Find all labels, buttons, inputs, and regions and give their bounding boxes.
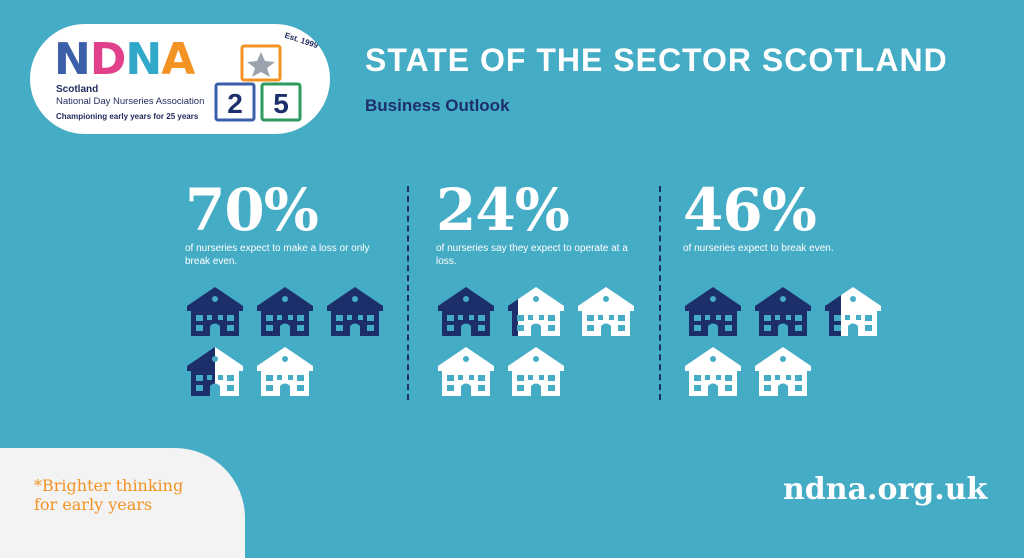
house-icon bbox=[683, 284, 743, 336]
house-icon bbox=[506, 284, 566, 336]
house-icon bbox=[185, 344, 245, 396]
stat-description: of nurseries say they expect to operate … bbox=[436, 243, 628, 267]
house-icon bbox=[683, 344, 743, 396]
block-digit-1: 2 bbox=[227, 88, 243, 119]
ndna-logo: NDNA Scotland National Day Nurseries Ass… bbox=[30, 24, 330, 134]
stat-block-2: 24% of nurseries say they expect to oper… bbox=[436, 180, 646, 268]
house-icon bbox=[576, 284, 636, 336]
slogan-line-2: for early years bbox=[34, 495, 153, 514]
logo-letter-4: A bbox=[161, 34, 195, 85]
stat-value: 24% bbox=[436, 176, 570, 244]
logo-letter-2: D bbox=[89, 34, 127, 85]
logo-letter-1: N bbox=[54, 34, 91, 85]
block-digit-2: 5 bbox=[273, 88, 289, 119]
house-icon bbox=[255, 344, 315, 396]
house-icon bbox=[753, 284, 813, 336]
stat-block-3: 46% of nurseries expect to break even. bbox=[683, 180, 893, 255]
house-icon bbox=[185, 284, 245, 336]
stat-value: 70% bbox=[185, 176, 319, 244]
stat-value: 46% bbox=[683, 176, 817, 244]
house-icon bbox=[506, 344, 566, 396]
house-icon bbox=[436, 344, 496, 396]
house-icon bbox=[436, 284, 496, 336]
logo-tagline: Championing early years for 25 years bbox=[56, 112, 199, 121]
ndna-wordmark: NDNA bbox=[54, 34, 195, 85]
stat-description: of nurseries expect to break even. bbox=[683, 243, 834, 254]
house-icon bbox=[753, 344, 813, 396]
page-subtitle: Business Outlook bbox=[365, 96, 510, 115]
dashed-divider bbox=[407, 186, 409, 400]
logo-org-name: National Day Nurseries Association bbox=[56, 96, 205, 107]
stat-block-1: 70% of nurseries expect to make a loss o… bbox=[185, 180, 395, 268]
website-url: ndna.org.uk bbox=[783, 472, 988, 507]
house-icon bbox=[823, 284, 883, 336]
toy-blocks-icon: 2 5 bbox=[214, 44, 302, 122]
logo-letter-3: N bbox=[125, 34, 162, 85]
page-title: STATE OF THE SECTOR SCOTLAND bbox=[365, 42, 948, 78]
logo-region: Scotland bbox=[56, 84, 99, 95]
house-icon bbox=[255, 284, 315, 336]
dashed-divider bbox=[659, 186, 661, 400]
stat-description: of nurseries expect to make a loss or on… bbox=[185, 243, 370, 267]
slogan-line-1: *Brighter thinking bbox=[34, 476, 184, 495]
house-icon bbox=[325, 284, 385, 336]
